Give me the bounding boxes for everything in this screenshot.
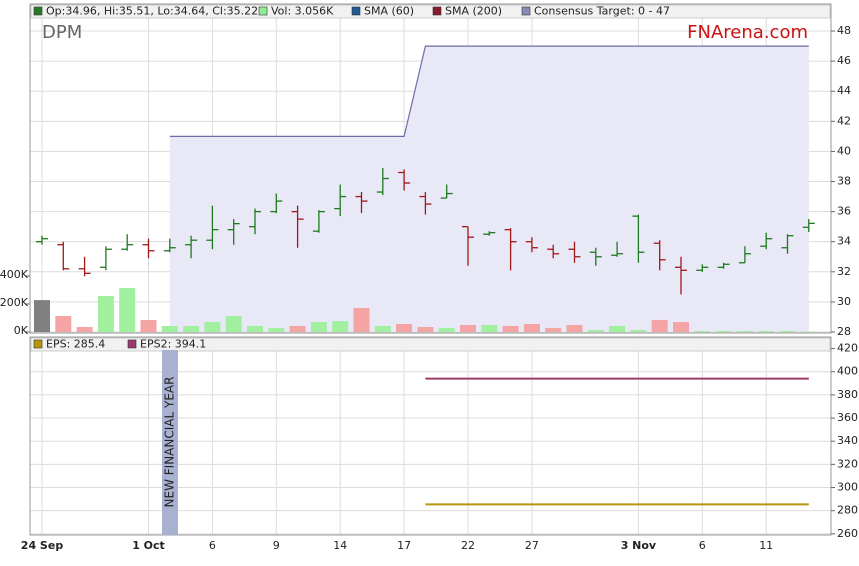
legend-swatch <box>432 6 442 16</box>
y-tick-label: 420 <box>837 342 858 355</box>
y-tick-label: 48 <box>837 24 851 37</box>
volume-bar <box>715 331 732 332</box>
legend-label: EPS2: 394.1 <box>140 338 206 351</box>
volume-bar <box>545 327 562 332</box>
legend-swatch <box>521 6 531 16</box>
x-tick-label: 11 <box>759 539 773 552</box>
volume-bar <box>97 296 114 332</box>
volume-bar <box>76 326 93 332</box>
x-tick-label: 3 Nov <box>621 539 657 552</box>
volume-bar <box>694 331 711 332</box>
volume-bar <box>438 327 455 332</box>
volume-bar <box>587 330 604 332</box>
y-tick-label: 44 <box>837 84 851 97</box>
x-tick-label: 6 <box>699 539 706 552</box>
price-legend-bar <box>30 4 831 19</box>
legend-swatch <box>33 6 43 16</box>
y-tick-label: 32 <box>837 265 851 278</box>
legend-swatch <box>33 339 43 349</box>
y-tick-label: 38 <box>837 175 851 188</box>
legend-label: SMA (60) <box>364 5 414 18</box>
volume-bar <box>140 319 157 332</box>
y-tick-label: 360 <box>837 411 858 424</box>
volume-bar <box>566 324 583 332</box>
legend-label: EPS: 285.4 <box>46 338 105 351</box>
target-line <box>169 45 809 137</box>
y-tick-label: 260 <box>837 527 858 540</box>
y-tick-label: 28 <box>837 325 851 338</box>
y-tick-label: 30 <box>837 295 851 308</box>
volume-bar <box>481 324 498 332</box>
volume-bar <box>55 316 72 332</box>
x-tick-label: 1 Oct <box>132 539 165 552</box>
volume-bar <box>523 324 540 332</box>
volume-bar <box>161 325 178 332</box>
brand: FNArena.com <box>687 22 808 43</box>
volume-bar <box>374 325 391 332</box>
volume-bar <box>502 325 519 332</box>
volume-bar <box>183 325 200 332</box>
volume-bar <box>651 319 668 332</box>
legend-swatch <box>127 339 137 349</box>
volume-bar <box>396 324 413 332</box>
legend-swatch <box>258 6 268 16</box>
volume-bar <box>417 326 434 332</box>
volume-bar <box>225 316 242 332</box>
volume-bar <box>247 325 263 332</box>
y-tick-label: 36 <box>837 205 851 218</box>
x-tick-label: 17 <box>397 539 411 552</box>
volume-tick-label: 0K <box>14 324 29 337</box>
legend-label: SMA (200) <box>445 5 502 18</box>
volume-tick-label: 200K <box>0 296 29 309</box>
volume-bar <box>630 330 647 332</box>
volume-bar <box>353 308 370 332</box>
volume-bar <box>204 322 221 332</box>
volume-bar <box>289 325 306 332</box>
y-tick-label: 320 <box>837 457 858 470</box>
y-tick-label: 380 <box>837 388 858 401</box>
x-tick-label: 27 <box>525 539 539 552</box>
legend-label: Vol: 3.056K <box>271 5 334 18</box>
legend-label: Consensus Target: 0 - 47 <box>534 5 670 18</box>
volume-bar <box>268 327 285 332</box>
legend-label: Op:34.96, Hi:35.51, Lo:34.64, Cl:35.22 <box>46 5 258 18</box>
x-tick-label: 22 <box>461 539 475 552</box>
volume-bar <box>119 288 136 332</box>
y-tick-label: 400 <box>837 365 858 378</box>
y-tick-label: 340 <box>837 434 858 447</box>
volume-bar <box>332 321 349 332</box>
x-tick-label: 9 <box>273 539 280 552</box>
price-frame <box>29 3 832 334</box>
x-tick-label: 6 <box>209 539 216 552</box>
data-layer <box>34 45 817 506</box>
volume-bar <box>310 322 327 332</box>
eps-legend-bar <box>30 337 831 352</box>
target-area <box>169 46 809 332</box>
text-layer: DPM FNArena.com NEW FINANCIAL YEAR 28 30 3… <box>0 5 858 553</box>
y-tick-label: 34 <box>837 235 851 248</box>
volume-bar <box>460 324 476 332</box>
legend-swatch <box>351 6 361 16</box>
y-tick-label: 300 <box>837 481 858 494</box>
x-tick-label: 24 Sep <box>21 539 64 552</box>
volume-bar <box>34 300 50 332</box>
y-tick-label: 46 <box>837 54 851 67</box>
y-tick-label: 40 <box>837 144 851 157</box>
volume-bar <box>779 331 796 332</box>
eps-frame <box>29 336 832 536</box>
annotation: NEW FINANCIAL YEAR <box>163 377 177 508</box>
ticker: DPM <box>42 22 82 43</box>
volume-bar <box>609 325 626 332</box>
x-tick-label: 14 <box>333 539 347 552</box>
volume-bar <box>736 331 753 332</box>
y-tick-label: 42 <box>837 114 851 127</box>
volume-tick-label: 400K <box>0 268 29 281</box>
annotation-band <box>162 350 178 535</box>
volume-bar <box>673 322 689 332</box>
y-tick-label: 280 <box>837 504 858 517</box>
volume-bar <box>758 331 775 332</box>
